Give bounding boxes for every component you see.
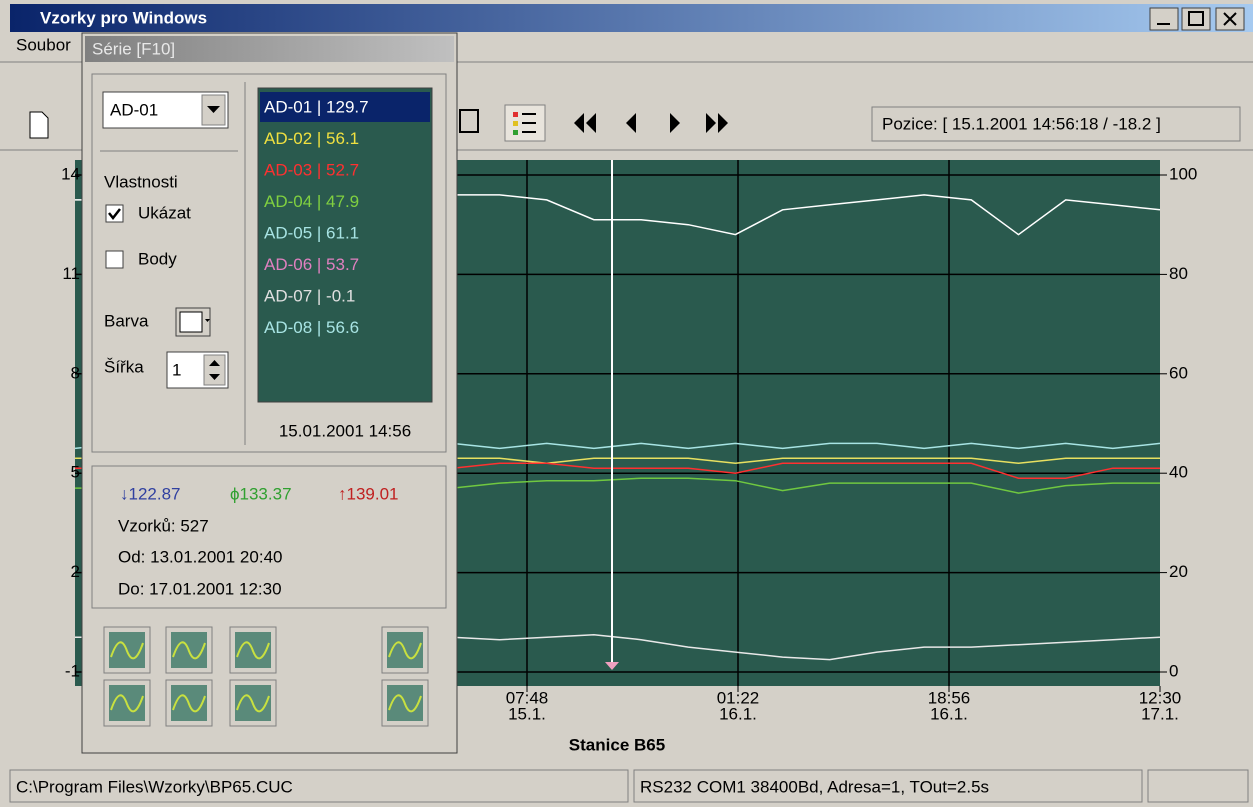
nav-buttons[interactable] — [574, 113, 728, 133]
stat-from: Od: 13.01.2001 20:40 — [118, 547, 282, 566]
list-selection — [260, 92, 430, 122]
timestamp: 15.01.2001 14:56 — [279, 421, 411, 440]
y2-tick-label: 0 — [1169, 661, 1178, 680]
y-tick-label: -1 — [65, 661, 80, 680]
stat-max: ↑139.01 — [338, 484, 399, 503]
cursor-marker — [605, 662, 619, 670]
properties-label: Vlastnosti — [104, 172, 178, 191]
list-item[interactable]: AD-05 | 61.1 — [264, 223, 359, 242]
y-tick-label: 14 — [61, 164, 80, 183]
series-dialog: Série [F10] AD-01 Vlastnosti Ukázat Body… — [81, 32, 458, 754]
mode-icon-trace — [388, 694, 422, 713]
y2-tick-label: 60 — [1169, 363, 1188, 382]
list-item[interactable]: AD-04 | 47.9 — [264, 192, 359, 211]
points-label: Body — [138, 249, 177, 268]
first-button[interactable] — [574, 113, 596, 133]
next-button[interactable] — [670, 113, 680, 133]
x-tick-label: 15.1. — [508, 704, 546, 723]
window-title: Vzorky pro Windows — [40, 8, 207, 27]
width-label: Šířka — [104, 357, 144, 376]
stats-box — [91, 465, 447, 609]
status-path: C:\Program Files\Wzorky\BP65.CUC — [16, 777, 293, 796]
x-tick-label: 16.1. — [930, 704, 968, 723]
y2-tick-label: 80 — [1169, 264, 1188, 283]
y-tick-label: 2 — [71, 562, 80, 581]
position-box — [871, 106, 1241, 142]
toolbar: Pozice: [ 15.1.2001 14:56:18 / -18.2 ] — [29, 104, 1241, 142]
y2-tick-label: 100 — [1169, 164, 1197, 183]
list-item[interactable]: AD-01 | 129.7 — [264, 97, 369, 116]
combo-value: AD-01 — [110, 100, 158, 119]
mode-icon-trace — [388, 641, 422, 660]
mode-icon-trace — [110, 694, 144, 713]
dialog-title: Série [F10] — [92, 39, 175, 58]
mode-icon-trace — [236, 694, 270, 713]
stat-avg: ϕ133.37 — [230, 484, 292, 503]
x-tick-label: 07:48 — [506, 688, 549, 707]
status-connection: RS232 COM1 38400Bd, Adresa=1, TOut=2.5s — [640, 777, 989, 796]
status-panel — [9, 769, 629, 803]
x-tick-label: 12:30 — [1139, 688, 1182, 707]
y-tick-label: 8 — [71, 363, 80, 382]
list-item[interactable]: AD-08 | 56.6 — [264, 318, 359, 337]
x-tick-label: 01:22 — [717, 688, 760, 707]
show-label: Ukázat — [138, 203, 191, 222]
color-label: Barva — [104, 311, 149, 330]
y-tick-label: 11 — [62, 264, 80, 283]
x-tick-label: 16.1. — [719, 704, 757, 723]
mode-buttons — [103, 626, 429, 727]
dialog-title-bar — [85, 36, 454, 62]
position-text: Pozice: [ 15.1.2001 14:56:18 / -18.2 ] — [882, 114, 1161, 133]
list-item[interactable]: AD-02 | 56.1 — [264, 129, 359, 148]
prev-button[interactable] — [626, 113, 636, 133]
mode-icon-trace — [172, 641, 206, 660]
y2-tick-label: 40 — [1169, 463, 1188, 482]
stat-to: Do: 17.01.2001 12:30 — [118, 579, 282, 598]
list-item[interactable]: AD-06 | 53.7 — [264, 255, 359, 274]
group-box — [91, 73, 447, 453]
stat-count: Vzorků: 527 — [118, 516, 209, 535]
y2-tick-label: 20 — [1169, 562, 1188, 581]
stat-min: ↓122.87 — [120, 484, 181, 503]
last-button[interactable] — [706, 113, 728, 133]
width-value: 1 — [172, 360, 181, 379]
mode-icon-trace — [236, 641, 270, 660]
window-buttons[interactable] — [1149, 7, 1245, 31]
mode-icon-trace — [110, 641, 144, 660]
status-panel — [633, 769, 1143, 803]
save-icon[interactable] — [459, 109, 479, 133]
status-panel — [1147, 769, 1249, 803]
y-tick-label: 5 — [71, 463, 80, 482]
x-tick-label: 17.1. — [1141, 704, 1179, 723]
list-item[interactable]: AD-07 | -0.1 — [264, 286, 355, 305]
x-tick-label: 18:56 — [928, 688, 971, 707]
menu-item[interactable]: Soubor — [16, 35, 71, 54]
new-icon[interactable] — [29, 111, 49, 139]
points-checkbox[interactable] — [105, 250, 124, 269]
minimize-button[interactable] — [1149, 7, 1179, 31]
x-axis-label: Stanice B65 — [569, 735, 665, 754]
legend-icon — [513, 112, 536, 135]
series-list[interactable] — [257, 87, 433, 403]
list-item[interactable]: AD-03 | 52.7 — [264, 160, 359, 179]
mode-icon-trace — [172, 694, 206, 713]
title-bar — [10, 4, 1253, 32]
